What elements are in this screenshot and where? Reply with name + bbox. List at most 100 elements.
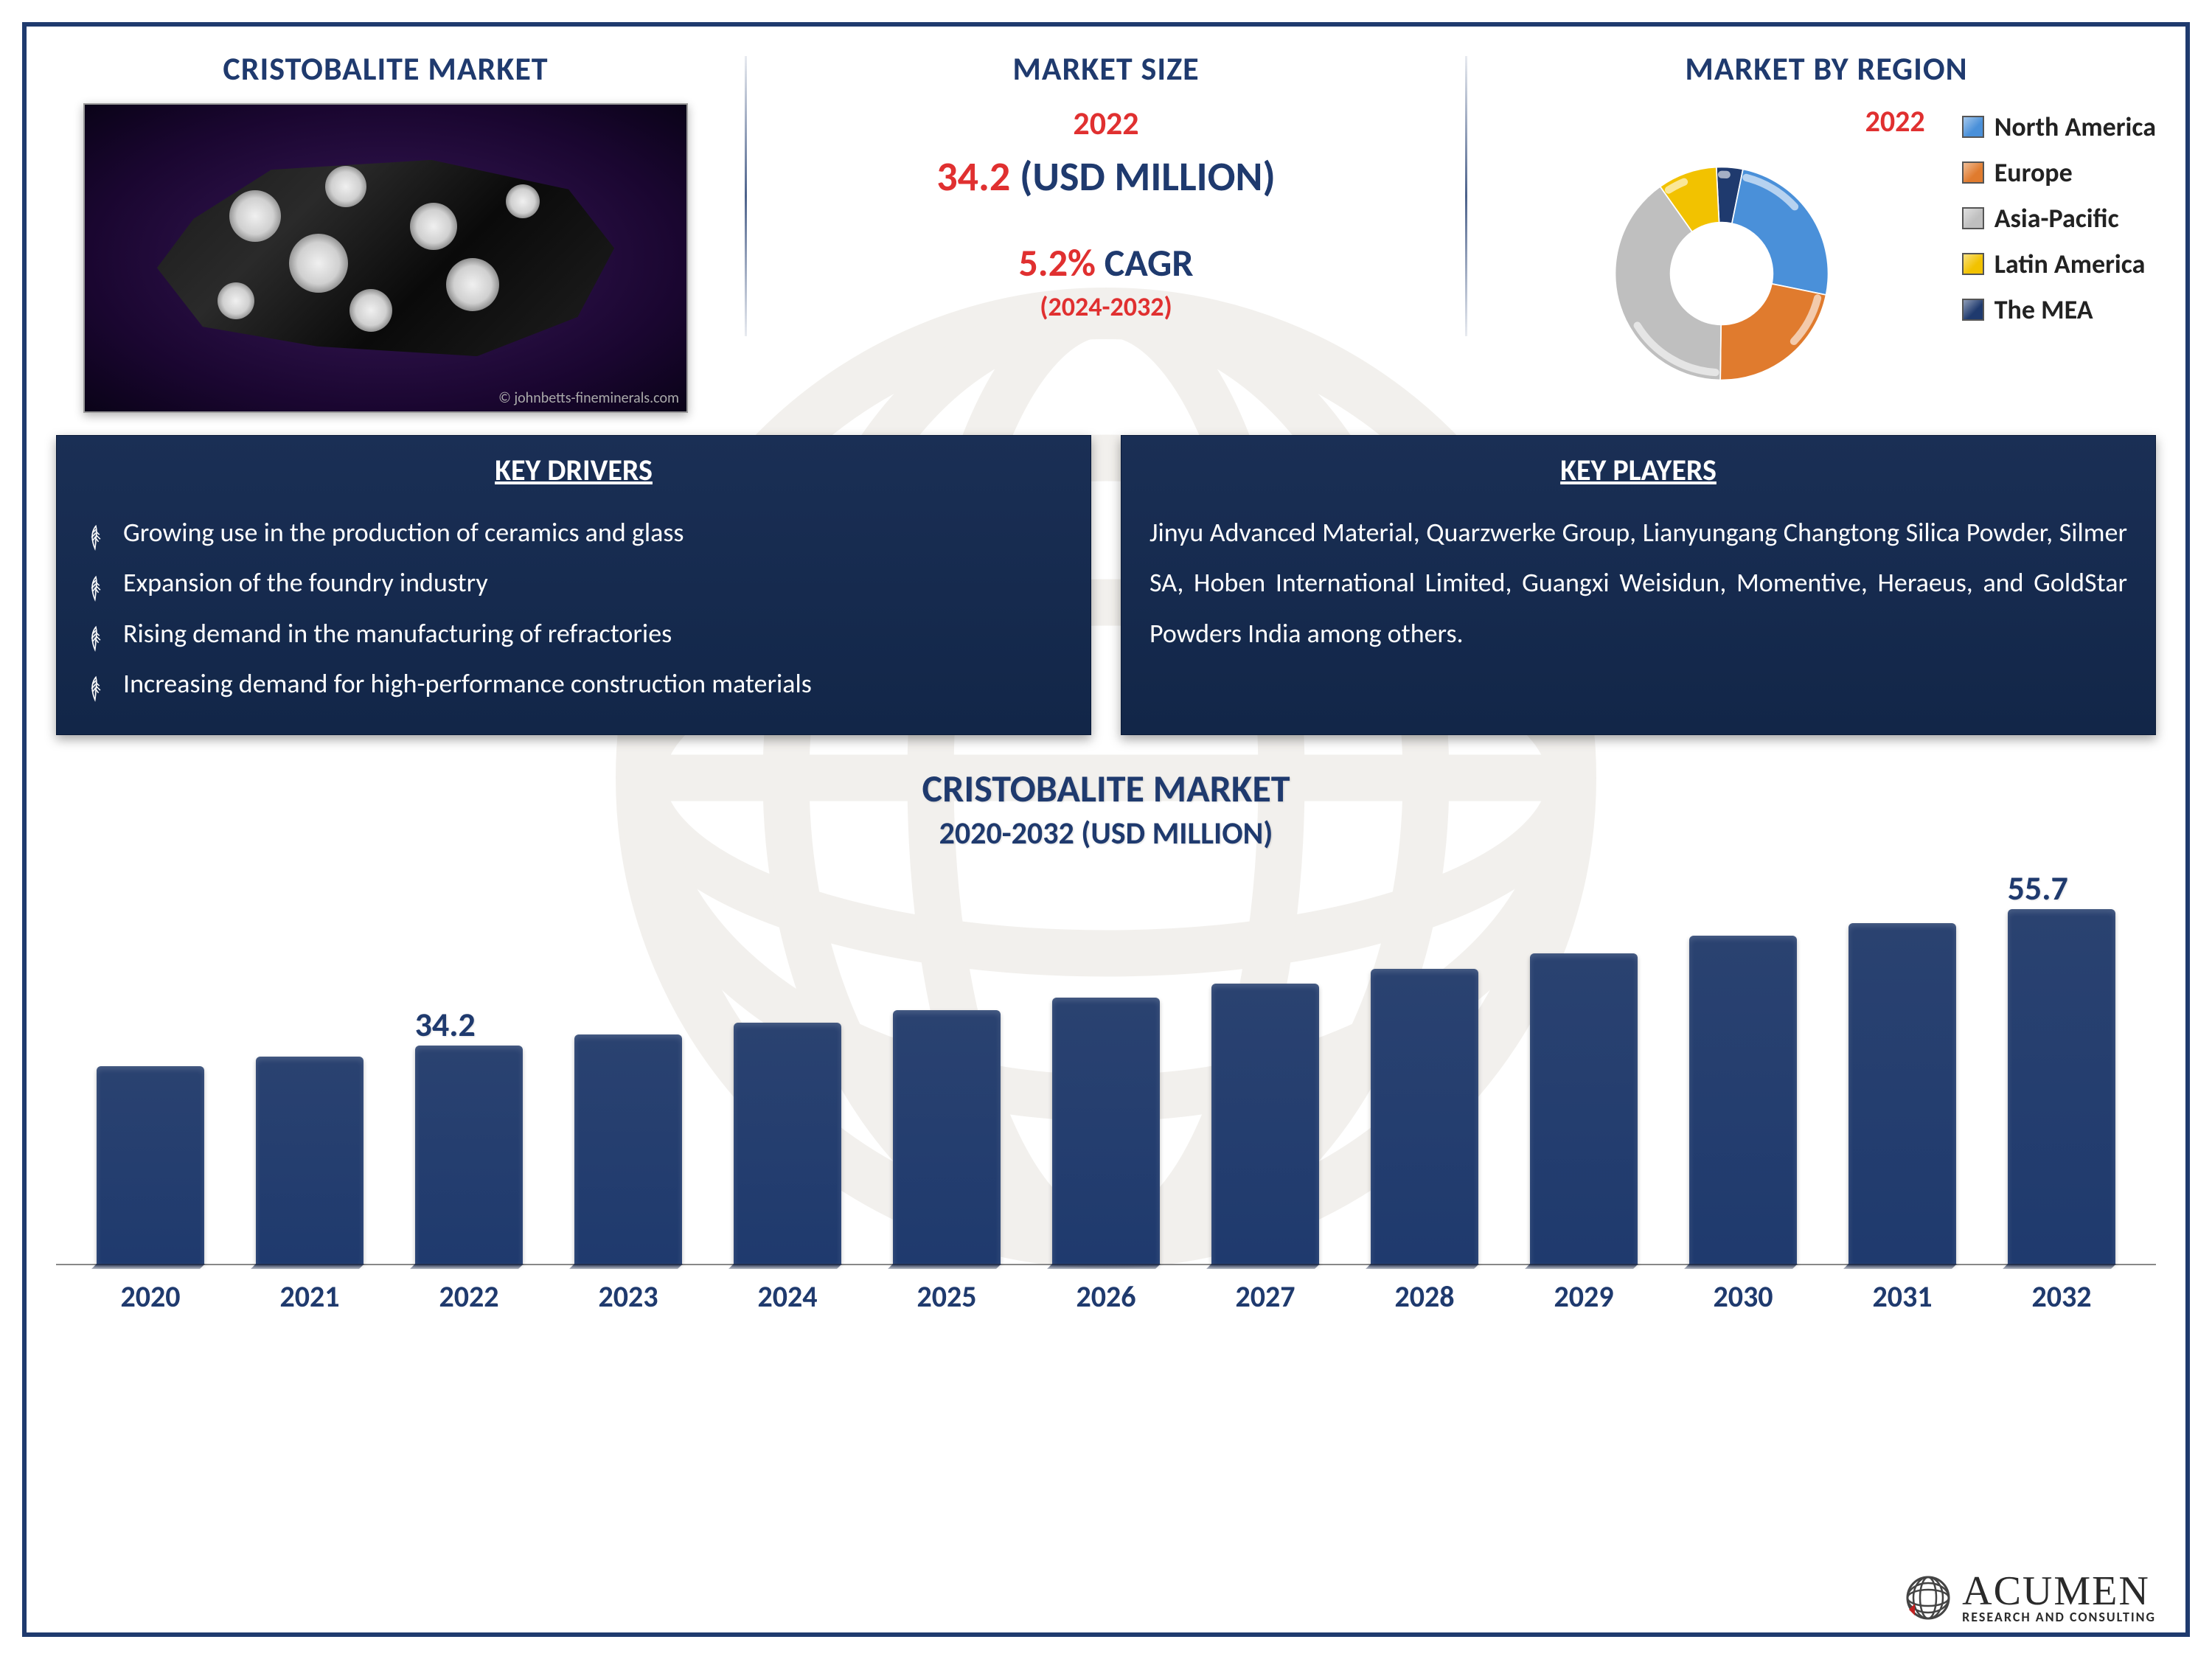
region-year: 2022 <box>1865 103 1925 139</box>
bar-column: 34.2 <box>389 882 549 1264</box>
legend-label: The MEA <box>1994 293 2093 326</box>
legend-label: Europe <box>1994 156 2073 189</box>
drivers-list: Growing use in the production of ceramic… <box>85 507 1062 709</box>
driver-text: Increasing demand for high-performance c… <box>123 658 812 709</box>
x-axis-label: 2022 <box>389 1279 549 1315</box>
cagr-range: (2024-2032) <box>1040 291 1172 323</box>
brand-subtitle: RESEARCH AND CONSULTING <box>1962 1611 2156 1624</box>
legend-swatch <box>1962 253 1984 275</box>
x-axis-label: 2026 <box>1026 1279 1186 1315</box>
legend-swatch <box>1962 116 1984 138</box>
legend-item: North America <box>1962 111 2156 143</box>
bar: 55.7 <box>2008 909 2116 1264</box>
bar-chart-section: CRISTOBALITE MARKET 2020-2032 (USD MILLI… <box>56 765 2156 1315</box>
key-players-panel: KEY PLAYERS Jinyu Advanced Material, Qua… <box>1121 435 2156 735</box>
legend-item: Europe <box>1962 156 2156 189</box>
panels-row: KEY DRIVERS Growing use in the productio… <box>56 435 2156 735</box>
x-axis-label: 2029 <box>1504 1279 1663 1315</box>
key-drivers-panel: KEY DRIVERS Growing use in the productio… <box>56 435 1091 735</box>
drivers-title: KEY DRIVERS <box>85 452 1062 488</box>
vertical-divider <box>1465 56 1467 336</box>
bar <box>1689 936 1798 1264</box>
driver-item: Increasing demand for high-performance c… <box>85 658 1062 709</box>
bar-column <box>867 882 1026 1264</box>
players-title: KEY PLAYERS <box>1150 452 2127 488</box>
x-axis-label: 2025 <box>867 1279 1026 1315</box>
cagr-label: CAGR <box>1105 239 1194 286</box>
bar-column <box>71 882 230 1264</box>
bar-column: 55.7 <box>1982 882 2141 1264</box>
market-size-year: 2022 <box>1073 103 1138 143</box>
bar-chart-title: CRISTOBALITE MARKET <box>56 765 2156 812</box>
x-axis-label: 2024 <box>708 1279 867 1315</box>
feather-icon <box>85 619 107 647</box>
legend-swatch <box>1962 207 1984 229</box>
bar-column <box>1504 882 1663 1264</box>
infographic-frame: CRISTOBALITE MARKET © johnbetts-finemine… <box>22 22 2190 1637</box>
legend-swatch <box>1962 299 1984 321</box>
bar-chart-x-axis: 2020202120222023202420252026202720282029… <box>56 1265 2156 1315</box>
bar-column <box>1345 882 1504 1264</box>
x-axis-label: 2030 <box>1663 1279 1823 1315</box>
legend-label: Latin America <box>1994 248 2146 280</box>
bar-column <box>1823 882 1982 1264</box>
legend-item: Asia-Pacific <box>1962 202 2156 234</box>
driver-item: Expansion of the foundry industry <box>85 557 1062 608</box>
market-size-number: 34.2 <box>936 152 1010 202</box>
bar-column <box>1186 882 1345 1264</box>
legend-item: Latin America <box>1962 248 2156 280</box>
bar-column <box>1026 882 1186 1264</box>
feather-icon <box>85 569 107 597</box>
donut-segment <box>1732 169 1829 294</box>
feather-icon <box>85 669 107 698</box>
bar <box>1211 984 1320 1264</box>
x-axis-label: 2027 <box>1186 1279 1345 1315</box>
market-size-value: 34.2 (USD MILLION) <box>936 152 1276 202</box>
bar <box>256 1057 364 1264</box>
brand-footer: ACUMEN RESEARCH AND CONSULTING <box>1905 1572 2156 1624</box>
legend-item: The MEA <box>1962 293 2156 326</box>
x-axis-label: 2031 <box>1823 1279 1982 1315</box>
bar-column <box>1663 882 1823 1264</box>
bar: 34.2 <box>415 1046 524 1263</box>
region-title: MARKET BY REGION <box>1685 49 1967 88</box>
bar-chart-plot: 34.2 55.7 <box>56 882 2156 1265</box>
brand-name: ACUMEN <box>1962 1572 2156 1611</box>
feather-icon <box>85 518 107 546</box>
image-credit: © johnbetts-fineminerals.com <box>498 389 679 407</box>
donut-segment <box>1720 284 1826 380</box>
x-axis-label: 2032 <box>1982 1279 2141 1315</box>
brand-globe-icon <box>1905 1574 1952 1621</box>
bar <box>734 1023 842 1263</box>
market-cagr: 5.2% CAGR <box>1018 239 1193 286</box>
legend-swatch <box>1962 161 1984 184</box>
driver-item: Growing use in the production of ceramic… <box>85 507 1062 557</box>
bar <box>1530 953 1638 1263</box>
driver-text: Expansion of the foundry industry <box>123 557 488 608</box>
bar-column <box>230 882 389 1264</box>
market-size-column: MARKET SIZE 2022 34.2 (USD MILLION) 5.2%… <box>776 49 1436 323</box>
cagr-value: 5.2% <box>1018 239 1096 286</box>
bar <box>893 1010 1001 1264</box>
region-donut-chart <box>1596 148 1847 399</box>
driver-item: Rising demand in the manufacturing of re… <box>85 608 1062 658</box>
vertical-divider <box>745 56 747 336</box>
x-axis-label: 2020 <box>71 1279 230 1315</box>
x-axis-label: 2028 <box>1345 1279 1504 1315</box>
top-row: CRISTOBALITE MARKET © johnbetts-finemine… <box>56 49 2156 413</box>
bar <box>1848 923 1957 1264</box>
market-size-title: MARKET SIZE <box>1012 49 1199 88</box>
region-legend: North America Europe Asia-Pacific Latin Ame… <box>1962 111 2156 326</box>
bar <box>574 1034 683 1264</box>
bar <box>1371 969 1479 1264</box>
market-title: CRISTOBALITE MARKET <box>223 49 548 88</box>
driver-text: Rising demand in the manufacturing of re… <box>123 608 672 658</box>
legend-label: Asia-Pacific <box>1994 202 2119 234</box>
brand-text: ACUMEN RESEARCH AND CONSULTING <box>1962 1572 2156 1624</box>
driver-text: Growing use in the production of ceramic… <box>123 507 684 557</box>
bar-value-label: 55.7 <box>2008 868 2068 909</box>
x-axis-label: 2023 <box>549 1279 708 1315</box>
x-axis-label: 2021 <box>230 1279 389 1315</box>
bar <box>97 1066 205 1264</box>
bar-chart-subtitle: 2020-2032 (USD MILLION) <box>56 815 2156 852</box>
